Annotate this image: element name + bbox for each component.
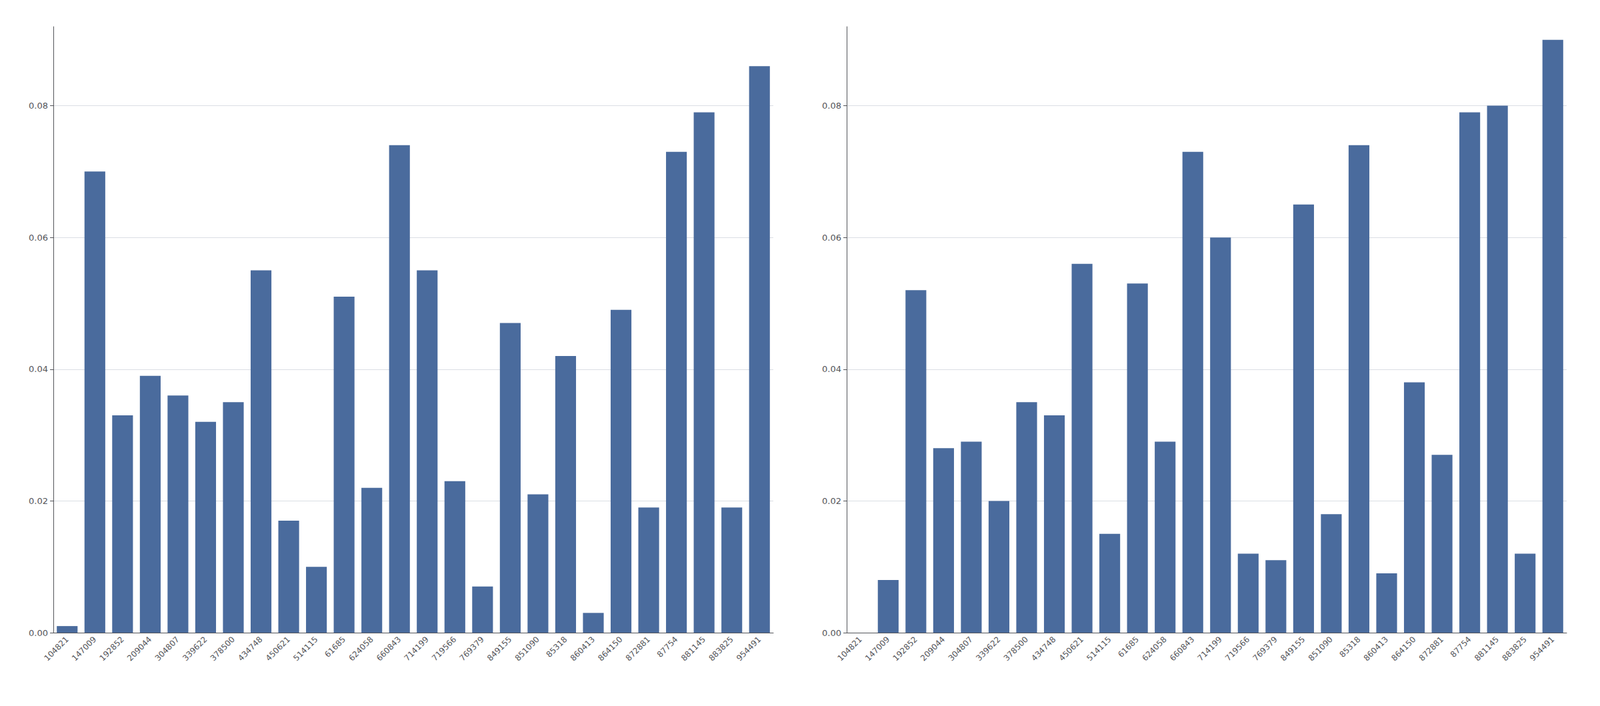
svg-text:450621: 450621 [1057,634,1086,663]
svg-text:209044: 209044 [918,634,947,663]
svg-text:719566: 719566 [1223,634,1252,663]
svg-text:304807: 304807 [946,634,975,663]
svg-text:0.04: 0.04 [28,364,48,374]
svg-text:851090: 851090 [513,634,542,663]
svg-text:714199: 714199 [1195,634,1224,663]
svg-text:719566: 719566 [430,634,458,663]
svg-text:851090: 851090 [1306,634,1335,663]
svg-text:864150: 864150 [1389,634,1418,663]
svg-text:860413: 860413 [568,634,597,663]
svg-text:434748: 434748 [1029,634,1058,663]
svg-text:61685: 61685 [1116,634,1141,660]
svg-text:0.08: 0.08 [28,100,48,111]
svg-text:434748: 434748 [236,634,264,663]
svg-text:954491: 954491 [734,634,763,663]
svg-text:849155: 849155 [485,634,514,663]
svg-text:104821: 104821 [42,634,70,663]
svg-text:714199: 714199 [402,634,430,663]
svg-text:147009: 147009 [70,634,98,663]
svg-text:87754: 87754 [655,634,680,660]
svg-text:0.00: 0.00 [822,628,842,638]
svg-text:0.08: 0.08 [822,100,842,111]
svg-text:881145: 881145 [679,634,708,663]
svg-text:339622: 339622 [974,634,1002,663]
svg-text:0.06: 0.06 [822,232,842,243]
svg-text:0.02: 0.02 [822,496,842,506]
svg-text:450621: 450621 [264,634,292,663]
svg-text:860413: 860413 [1362,634,1390,663]
svg-text:104821: 104821 [835,634,864,663]
svg-text:85318: 85318 [1338,634,1363,660]
svg-text:0.06: 0.06 [28,232,48,243]
svg-text:339622: 339622 [180,634,209,663]
svg-text:378500: 378500 [208,634,237,663]
svg-text:147009: 147009 [863,634,892,663]
svg-text:872881: 872881 [1417,634,1446,663]
svg-text:514115: 514115 [1084,634,1113,663]
svg-text:883825: 883825 [1500,634,1528,663]
svg-text:85318: 85318 [544,634,570,660]
svg-text:192852: 192852 [98,634,126,663]
svg-text:872881: 872881 [624,634,652,663]
svg-text:624058: 624058 [1140,634,1168,663]
svg-text:514115: 514115 [291,634,320,663]
svg-text:0.00: 0.00 [28,628,48,638]
svg-text:954491: 954491 [1528,634,1556,663]
svg-text:0.02: 0.02 [28,496,48,506]
svg-text:87754: 87754 [1448,634,1474,660]
svg-text:61685: 61685 [322,634,348,660]
svg-text:660843: 660843 [374,634,403,663]
svg-text:883825: 883825 [706,634,735,663]
svg-text:881145: 881145 [1472,634,1501,663]
svg-text:660843: 660843 [1168,634,1196,663]
svg-text:0.04: 0.04 [822,364,842,374]
svg-text:209044: 209044 [125,634,154,663]
svg-text:864150: 864150 [596,634,624,663]
svg-text:769379: 769379 [458,634,486,663]
svg-text:624058: 624058 [346,634,375,663]
svg-text:769379: 769379 [1251,634,1280,663]
svg-text:304807: 304807 [153,634,182,663]
svg-text:192852: 192852 [891,634,920,663]
svg-text:849155: 849155 [1278,634,1307,663]
svg-text:378500: 378500 [1002,634,1030,663]
